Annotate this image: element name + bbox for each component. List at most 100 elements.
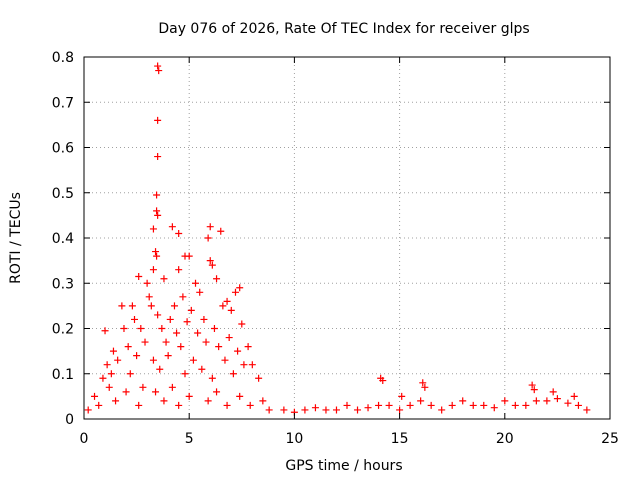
data-point: [219, 302, 227, 310]
data-point: [91, 392, 99, 400]
data-point: [154, 116, 162, 124]
data-point: [145, 293, 153, 301]
data-point: [154, 153, 162, 161]
data-point: [170, 302, 178, 310]
data-point: [105, 383, 113, 391]
y-tick-label: 0.7: [52, 95, 74, 111]
data-point: [175, 229, 183, 237]
data-point: [469, 401, 477, 409]
data-point: [208, 374, 216, 382]
data-point: [155, 67, 163, 75]
data-point: [154, 62, 162, 70]
data-point: [223, 401, 231, 409]
data-point: [231, 288, 239, 296]
data-point: [236, 392, 244, 400]
data-point: [332, 406, 340, 414]
data-point: [103, 361, 111, 369]
data-point: [583, 406, 591, 414]
x-tick-label: 0: [80, 431, 89, 447]
data-point: [198, 365, 206, 373]
data-point: [149, 266, 157, 274]
data-point: [421, 383, 429, 391]
data-point: [101, 327, 109, 335]
data-point: [126, 370, 134, 378]
y-tick-label: 0.2: [52, 322, 74, 338]
data-points: [84, 62, 591, 416]
data-point: [301, 406, 309, 414]
data-point: [114, 356, 122, 364]
data-point: [141, 338, 149, 346]
x-tick-label: 5: [185, 431, 194, 447]
y-tick-label: 0.5: [52, 186, 74, 202]
data-point: [124, 343, 132, 351]
x-tick-label: 10: [285, 431, 303, 447]
data-point: [265, 406, 273, 414]
grid-lines: [84, 57, 610, 419]
data-point: [153, 252, 161, 260]
x-tick-label: 25: [601, 431, 619, 447]
data-point: [147, 302, 155, 310]
data-point: [221, 356, 229, 364]
data-point: [185, 392, 193, 400]
data-point: [259, 397, 267, 405]
data-point: [244, 343, 252, 351]
data-point: [236, 284, 244, 292]
data-point: [549, 388, 557, 396]
data-point: [398, 392, 406, 400]
data-point: [112, 397, 120, 405]
data-point: [153, 207, 161, 215]
data-point: [107, 370, 115, 378]
data-point: [553, 395, 561, 403]
data-point: [189, 356, 197, 364]
x-tick-labels: 0 5 10 15 20 25: [80, 431, 619, 447]
data-point: [164, 352, 172, 360]
data-point: [379, 377, 387, 385]
data-point: [187, 306, 195, 314]
data-point: [213, 388, 221, 396]
data-point: [427, 401, 435, 409]
data-point: [311, 404, 319, 412]
data-point: [152, 388, 160, 396]
data-point: [385, 401, 393, 409]
x-axis-label: GPS time / hours: [285, 458, 402, 474]
data-point: [375, 401, 383, 409]
data-point: [240, 361, 248, 369]
y-axis-label: ROTI / TECUs: [8, 192, 24, 284]
data-point: [229, 370, 237, 378]
data-point: [130, 315, 138, 323]
data-point: [528, 381, 536, 389]
plot-area-border: [83, 56, 611, 420]
data-point: [194, 329, 202, 337]
data-point: [175, 266, 183, 274]
data-point: [204, 397, 212, 405]
data-point: [255, 374, 263, 382]
data-point: [166, 315, 174, 323]
x-tick-label: 20: [496, 431, 514, 447]
data-point: [162, 338, 170, 346]
data-point: [480, 401, 488, 409]
data-point: [215, 343, 223, 351]
x-tick-label: 15: [391, 431, 409, 447]
data-point: [95, 401, 103, 409]
data-point: [530, 386, 538, 394]
data-point: [438, 406, 446, 414]
data-point: [84, 406, 92, 414]
data-point: [154, 311, 162, 319]
data-point: [522, 401, 530, 409]
data-point: [99, 374, 107, 382]
data-point: [238, 320, 246, 328]
data-point: [168, 223, 176, 231]
data-point: [173, 329, 181, 337]
data-point: [246, 401, 254, 409]
data-point: [128, 302, 136, 310]
data-point: [139, 383, 147, 391]
data-point: [564, 399, 572, 407]
data-point: [202, 338, 210, 346]
y-tick-label: 0: [65, 412, 74, 428]
data-point: [183, 318, 191, 326]
data-point: [175, 401, 183, 409]
data-point: [354, 406, 362, 414]
data-point: [135, 401, 143, 409]
data-point: [225, 334, 233, 342]
data-point: [156, 365, 164, 373]
